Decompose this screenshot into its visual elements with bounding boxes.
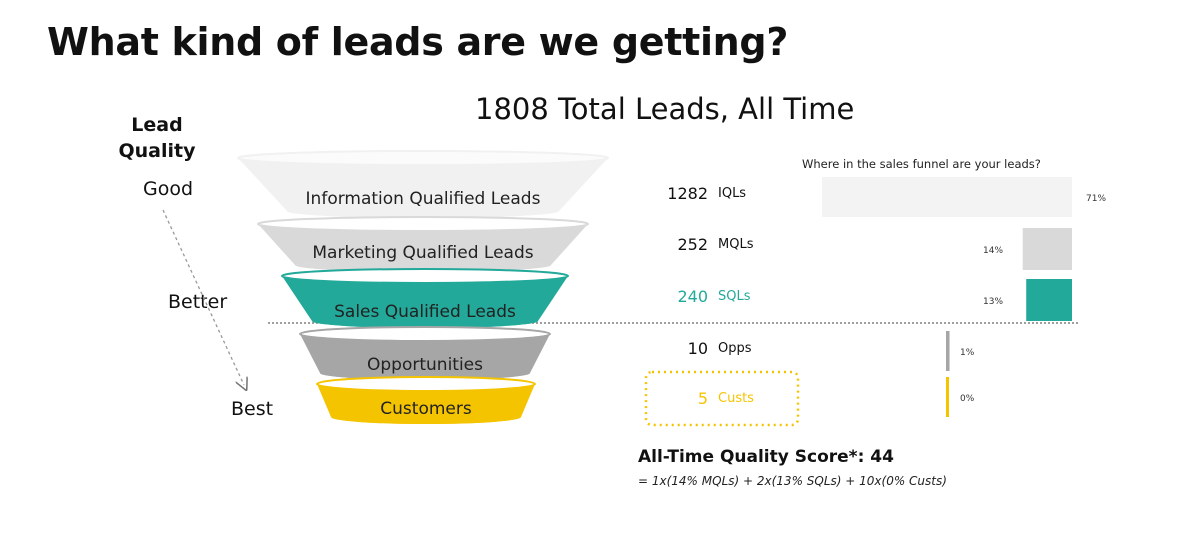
- funnel-stage-label: Sales Qualified Leads: [334, 302, 516, 322]
- stage-count: 5: [697, 389, 708, 408]
- bar-value-label: 14%: [983, 246, 1003, 256]
- stage-abbreviation: IQLs: [718, 186, 747, 201]
- lead-quality-heading: Lead Quality: [118, 114, 196, 162]
- funnel-slice-rim: [257, 216, 589, 232]
- funnel-slice-rim: [316, 376, 536, 392]
- customers-highlight-box: [644, 370, 800, 427]
- funnel-slice-rim: [299, 326, 551, 342]
- quality-score-formula: = 1x(14% MQLs) + 2x(13% SQLs) + 10x(0% C…: [638, 474, 947, 488]
- quality-better-label: Better: [168, 291, 228, 313]
- funnel-slice-base: [331, 410, 521, 424]
- bar-value-label: 13%: [983, 297, 1003, 307]
- funnel-slice-base: [312, 314, 538, 328]
- funnel-slice-rim: [237, 150, 609, 166]
- bar-custs: [946, 377, 949, 417]
- stage-abbreviation: SQLs: [718, 289, 751, 304]
- funnel-slice: [282, 269, 568, 328]
- funnel-slice: [238, 151, 608, 218]
- funnel-stage-label: Opportunities: [367, 355, 483, 375]
- stage-count: 10: [687, 339, 708, 358]
- quality-good-label: Good: [143, 178, 194, 200]
- bar-value-label: 1%: [960, 348, 975, 358]
- stage-count: 240: [677, 287, 708, 306]
- stage-count: 252: [677, 235, 708, 254]
- quality-best-label: Best: [231, 398, 274, 420]
- stage-abbreviation: MQLs: [718, 237, 754, 252]
- stage-abbreviation: Opps: [718, 341, 752, 356]
- total-leads-title: 1808 Total Leads, All Time: [475, 92, 855, 126]
- bar-value-label: 0%: [960, 394, 975, 404]
- bar-sqls: [1026, 279, 1072, 321]
- bar-value-label: 71%: [1086, 194, 1106, 204]
- funnel-slice-rim: [281, 268, 569, 284]
- bar-iqls: [822, 177, 1072, 217]
- bar-chart-title: Where in the sales funnel are your leads…: [802, 157, 1041, 171]
- funnel-slice-base: [287, 204, 559, 218]
- stage-count: 1282: [667, 184, 708, 203]
- funnel-slice-base: [320, 366, 530, 380]
- stage-abbreviation: Custs: [718, 391, 754, 406]
- bar-opps: [946, 331, 950, 371]
- page-title: What kind of leads are we getting?: [47, 20, 789, 64]
- quality-arrow: [162, 209, 244, 385]
- funnel-stage-label: Information Qualified Leads: [306, 189, 541, 209]
- bar-mqls: [1022, 228, 1072, 270]
- quality-score: All-Time Quality Score*: 44: [638, 447, 894, 467]
- funnel-stage-label: Marketing Qualified Leads: [312, 243, 533, 263]
- funnel-stage-label: Customers: [380, 399, 472, 419]
- funnel-slice-base: [295, 258, 551, 272]
